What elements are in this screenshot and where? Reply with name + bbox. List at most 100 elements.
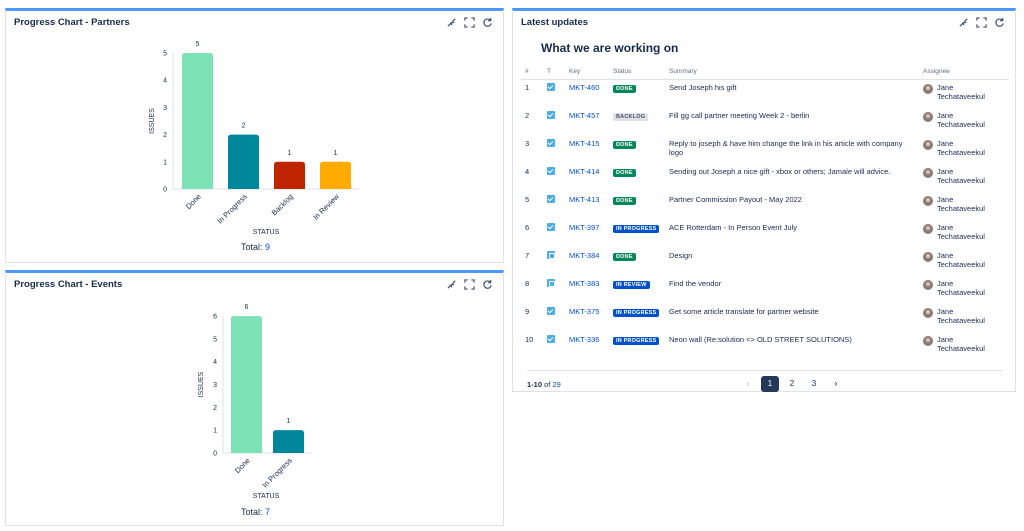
category-label: Backlog (270, 192, 295, 217)
table-row[interactable]: 10 MKT-336 IN PROGRESS Neon wall (Re:soluti… (521, 332, 1009, 360)
bar-value-label: 1 (334, 150, 338, 157)
issue-key-link[interactable]: MKT-397 (569, 223, 600, 232)
status-badge: IN PROGRESS (613, 225, 660, 233)
fullscreen-icon[interactable] (976, 17, 987, 28)
refresh-icon[interactable] (994, 17, 1005, 28)
bar-value-label: 2 (242, 123, 246, 130)
column-header[interactable]: Status (609, 63, 665, 80)
status-cell: IN PROGRESS (609, 220, 665, 248)
assignee-last-name: Techataveekul (937, 260, 985, 269)
avatar (923, 224, 933, 234)
total-label: Total: (240, 507, 263, 517)
assignee-cell: Jane Techataveekul (919, 248, 1009, 276)
column-header[interactable]: Summary (665, 63, 919, 80)
assignee-first-name: Jane (937, 335, 954, 344)
issue-key-link[interactable]: MKT-384 (569, 251, 600, 260)
summary-cell[interactable]: ACE Rotterdam - In Person Event July (669, 223, 797, 232)
bar-value-label: 6 (245, 304, 249, 311)
summary-cell[interactable]: Neon wall (Re:solution <> OLD STREET SOL… (669, 335, 852, 344)
issue-key-link[interactable]: MKT-413 (569, 195, 600, 204)
summary-cell[interactable]: Send Joseph his gift (669, 83, 737, 92)
issue-key-link[interactable]: MKT-375 (569, 307, 600, 316)
refresh-icon[interactable] (482, 17, 493, 28)
assignee-last-name: Techataveekul (937, 344, 985, 353)
next-page-icon[interactable]: › (834, 379, 838, 388)
summary-cell[interactable]: Get some article translate for partner w… (669, 307, 819, 316)
assignee-last-name: Techataveekul (937, 316, 985, 325)
status-cell: DONE (609, 192, 665, 220)
assignee-cell: Jane Techataveekul (919, 164, 1009, 192)
status-cell: DONE (609, 136, 665, 164)
gadget-actions (958, 17, 1005, 28)
issue-key-link[interactable]: MKT-414 (569, 167, 600, 176)
issue-key-link[interactable]: MKT-415 (569, 139, 600, 148)
summary-cell[interactable]: Partner Commission Payout - May 2022 (669, 195, 802, 204)
column-header[interactable]: Assignee (919, 63, 1009, 80)
issue-key-link[interactable]: MKT-336 (569, 335, 600, 344)
column-header[interactable]: T (543, 63, 565, 80)
minimize-icon[interactable] (958, 17, 969, 28)
table-row[interactable]: 3 MKT-415 DONE Reply to joseph & have him c… (521, 136, 1009, 164)
avatar (923, 196, 933, 206)
assignee-last-name: Techataveekul (937, 148, 985, 157)
minimize-icon[interactable] (446, 17, 457, 28)
table-footer-divider (527, 370, 1003, 371)
minimize-icon[interactable] (446, 279, 457, 290)
row-number: 5 (525, 195, 530, 204)
fullscreen-icon[interactable] (464, 17, 475, 28)
avatar (923, 280, 933, 290)
avatar (923, 336, 933, 346)
summary-cell[interactable]: Find the vendor (669, 279, 722, 288)
status-cell: IN PROGRESS (609, 304, 665, 332)
table-row[interactable]: 6 MKT-397 IN PROGRESS ACE Rotterdam - In Pe… (521, 220, 1009, 248)
category-label: In Progress (215, 192, 249, 226)
summary-cell[interactable]: Sending out Joseph a nice gift - xbox or… (669, 167, 891, 176)
row-number: 4 (525, 167, 530, 176)
category-label: In Progress (260, 456, 294, 490)
total-link[interactable]: 9 (265, 242, 271, 252)
summary-cell[interactable]: Design (669, 251, 693, 260)
total-link[interactable]: 7 (265, 507, 271, 517)
refresh-icon[interactable] (482, 279, 493, 290)
pagination: ‹ 1 2 3 › (739, 376, 845, 392)
fullscreen-icon[interactable] (464, 279, 475, 290)
table-row[interactable]: 5 MKT-413 DONE Partner Commission Payout - … (521, 192, 1009, 220)
avatar (923, 252, 933, 262)
assignee-first-name: Jane (937, 279, 954, 288)
table-row[interactable]: 1 MKT-460 DONE Send Joseph his gift Jane Tech… (521, 80, 1009, 109)
status-badge: DONE (613, 253, 636, 261)
assignee-last-name: Techataveekul (937, 176, 985, 185)
task-icon (547, 223, 555, 231)
x-axis-title: STATUS (253, 493, 280, 500)
assignee-cell: Jane Techataveekul (919, 80, 1009, 109)
category-label: In Review (311, 192, 341, 222)
y-axis-title: ISSUES (198, 371, 205, 397)
column-header[interactable]: # (521, 63, 543, 80)
subtask-icon (547, 279, 555, 287)
column-header[interactable]: Key (565, 63, 609, 80)
issue-type-cell (543, 136, 565, 164)
issue-key-cell: MKT-375 (565, 304, 609, 332)
issue-key-cell: MKT-336 (565, 332, 609, 360)
table-row[interactable]: 8 MKT-383 IN REVIEW Find the vendor Jane Tech… (521, 276, 1009, 304)
page-button-1[interactable]: 1 (761, 376, 779, 392)
gadget-title: Progress Chart - Events (14, 279, 123, 290)
issue-key-link[interactable]: MKT-457 (569, 111, 600, 120)
issue-key-link[interactable]: MKT-383 (569, 279, 600, 288)
issue-key-cell: MKT-397 (565, 220, 609, 248)
table-row[interactable]: 7 MKT-384 DONE Design Jane Techataveekul (521, 248, 1009, 276)
issue-key-link[interactable]: MKT-460 (569, 83, 600, 92)
assignee-cell: Jane Techataveekul (919, 276, 1009, 304)
range-total-link[interactable]: 29 (552, 380, 561, 389)
task-icon (547, 307, 555, 315)
table-row[interactable]: 4 MKT-414 DONE Sending out Joseph a nice gi… (521, 164, 1009, 192)
table-row[interactable]: 9 MKT-375 IN PROGRESS Get some article tran… (521, 304, 1009, 332)
avatar (923, 140, 933, 150)
latest-updates-gadget: Latest updates What we are working on # … (512, 8, 1016, 392)
prev-page-icon[interactable]: ‹ (746, 379, 750, 388)
page-button-2[interactable]: 2 (789, 379, 795, 388)
summary-cell[interactable]: Reply to joseph & have him change the li… (669, 139, 903, 157)
table-row[interactable]: 2 MKT-457 BACKLOG Fill gg call partner meet… (521, 108, 1009, 136)
page-button-3[interactable]: 3 (811, 379, 817, 388)
summary-cell[interactable]: Fill gg call partner meeting Week 2 - be… (669, 111, 810, 120)
